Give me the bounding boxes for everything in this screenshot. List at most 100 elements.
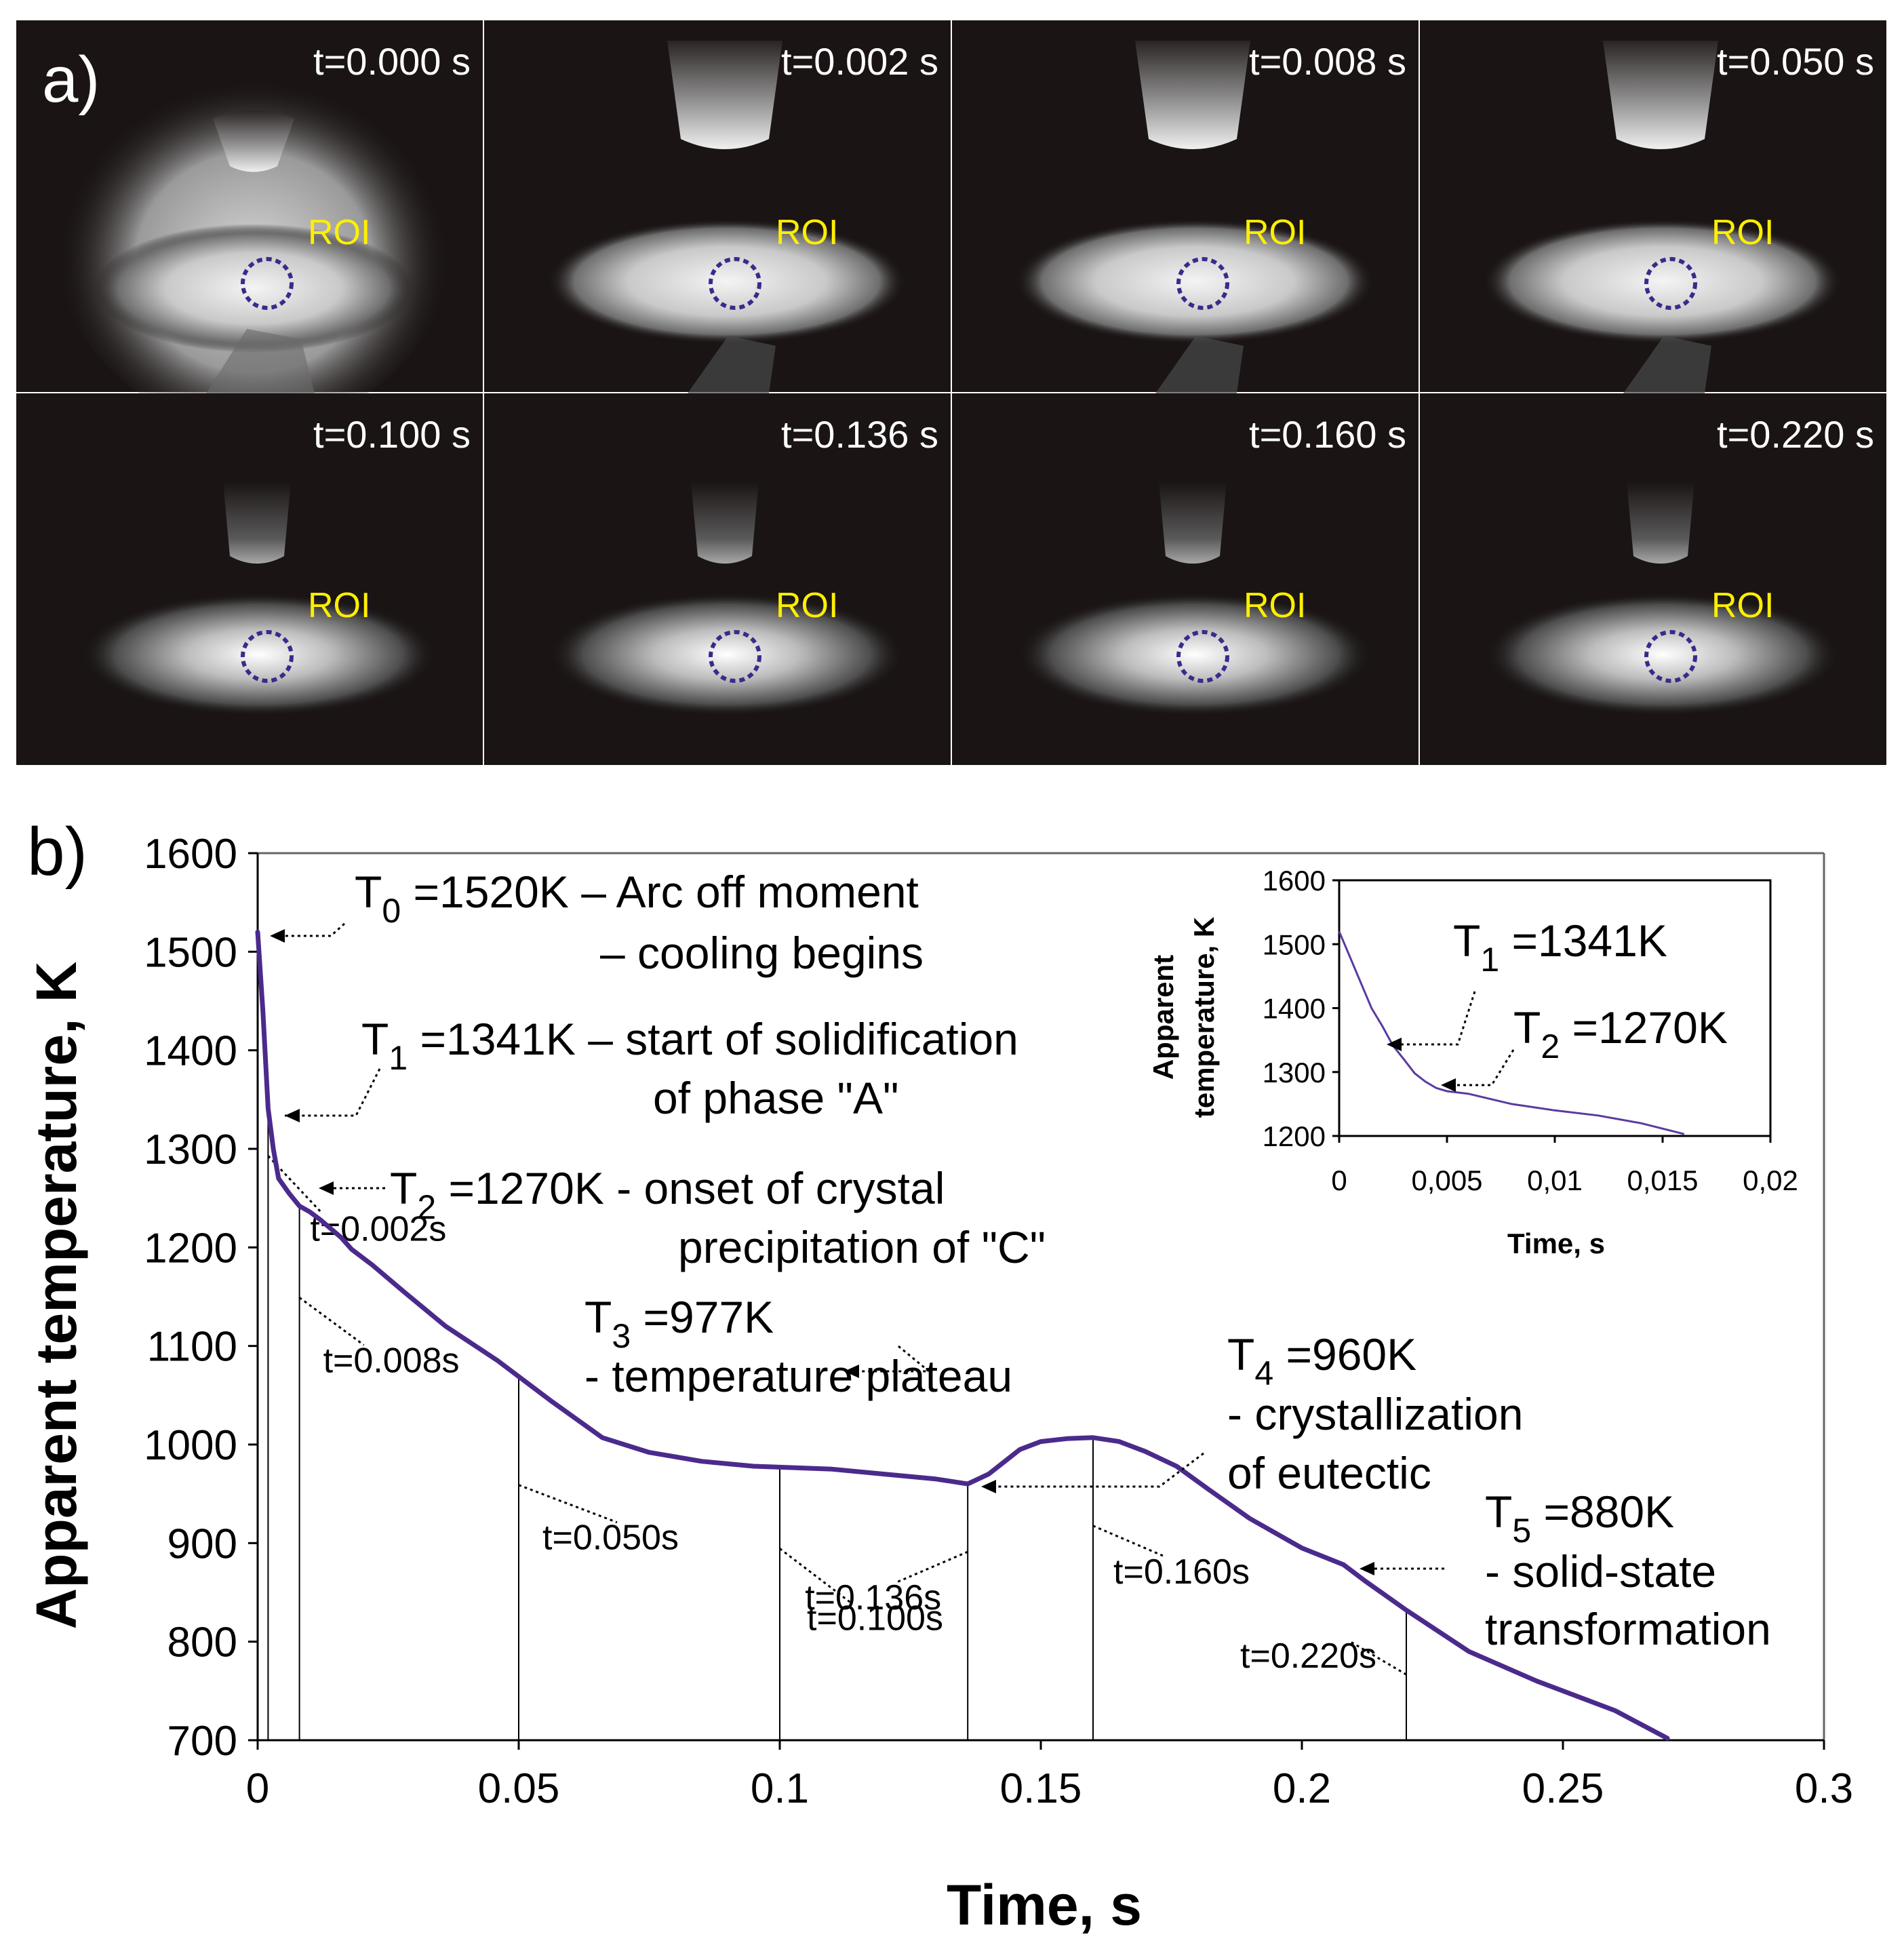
roi-circle bbox=[709, 257, 761, 310]
melt-pool bbox=[1483, 592, 1842, 717]
x-tick-label: 0.1 bbox=[751, 1765, 809, 1812]
inset-series-group bbox=[1338, 930, 1685, 1135]
t5-arrowhead bbox=[1360, 1562, 1374, 1575]
t4-leader bbox=[985, 1452, 1204, 1488]
x-axis-ticks: 0 0.05 0.1 0.15 0.2 0.25 0.3 bbox=[246, 1740, 1853, 1812]
t1-line1: =1341K – start of solidification bbox=[408, 1014, 1018, 1064]
electrode-tip bbox=[1627, 482, 1694, 564]
t2-symbol: T bbox=[390, 1163, 417, 1213]
inset-t1-subscript: 1 bbox=[1480, 941, 1499, 979]
time-marker-leader bbox=[896, 1550, 968, 1584]
annotation-t5: T5 =880K - solid-state transformation bbox=[1485, 1487, 1771, 1654]
frame-6: ROI t=0.160 s bbox=[952, 393, 1419, 765]
melt-pool bbox=[1015, 592, 1374, 717]
frame-0: ROI t=0.000 s bbox=[16, 20, 483, 427]
inset-y-tick-label: 1400 bbox=[1263, 993, 1326, 1025]
t0-subscript: 0 bbox=[382, 892, 401, 930]
inset-t2-leader bbox=[1448, 1049, 1515, 1086]
inset-x-tick-label: 0,02 bbox=[1743, 1164, 1798, 1196]
frame-time-label: t=0.136 s bbox=[781, 413, 938, 456]
t1-subscript: 1 bbox=[389, 1039, 408, 1077]
melt-pool bbox=[1015, 219, 1374, 344]
inset-plot-area bbox=[1338, 879, 1772, 1137]
time-marker-label: t=0.220s bbox=[1240, 1636, 1376, 1676]
roi-circle bbox=[241, 257, 294, 310]
time-marker-leader bbox=[298, 1297, 365, 1346]
x-tick-label: 0.3 bbox=[1795, 1765, 1853, 1812]
roi-circle bbox=[1176, 630, 1229, 683]
y-tick-label: 1500 bbox=[144, 929, 237, 976]
inset-t1-line1: =1341K bbox=[1499, 916, 1667, 966]
roi-label: ROI bbox=[1711, 586, 1774, 625]
frame-time-label: t=0.008 s bbox=[1249, 40, 1406, 83]
t2-line1: =1270K - onset of crystal bbox=[436, 1163, 945, 1213]
y-tick-label: 700 bbox=[167, 1718, 237, 1765]
annotation-leaders bbox=[270, 922, 1444, 1570]
electrode-tip bbox=[691, 482, 759, 564]
inset-annotation-t1: T1 =1341K bbox=[1453, 916, 1667, 979]
inset-t1-leader bbox=[1400, 991, 1476, 1046]
melt-pool bbox=[79, 592, 439, 717]
roi-circle bbox=[1644, 257, 1697, 310]
frame-time-label: t=0.160 s bbox=[1249, 413, 1406, 456]
inset-y-axis-title-line2: temperature, K bbox=[1188, 917, 1220, 1118]
frame-7: ROI t=0.220 s bbox=[1420, 393, 1886, 765]
t4-symbol: T bbox=[1227, 1329, 1254, 1379]
inset-y-axis-title-line1: Apparent bbox=[1147, 955, 1179, 1080]
y-axis-title: Apparent temperature, K bbox=[24, 962, 88, 1630]
t0-symbol: T bbox=[355, 867, 382, 917]
t4-line1: =960K bbox=[1273, 1329, 1416, 1379]
t2-arrowhead bbox=[319, 1181, 334, 1195]
t3-subscript: 3 bbox=[612, 1317, 631, 1355]
annotation-t2: T2 =1270K - onset of crystal precipitati… bbox=[390, 1163, 1046, 1272]
annotation-t1: T1 =1341K – start of solidification of p… bbox=[361, 1014, 1018, 1123]
y-tick-label: 1600 bbox=[144, 831, 237, 878]
annotation-t3: T3 =977K - temperature plateau bbox=[584, 1292, 1012, 1401]
t2-subscript: 2 bbox=[417, 1188, 436, 1226]
annotation-t0: T0 =1520K – Arc off moment – cooling beg… bbox=[355, 867, 924, 978]
t3-arrowhead bbox=[844, 1365, 859, 1378]
panel-a: ROI t=0.000 s ROI t=0.002 s ROI t=0.008 s ROI t… bbox=[15, 19, 1890, 768]
roi-circle bbox=[1644, 630, 1697, 683]
t1-line2: of phase "A" bbox=[653, 1073, 898, 1123]
t5-line3: transformation bbox=[1485, 1604, 1771, 1654]
svg-text:T3 =977K: T3 =977K bbox=[584, 1292, 774, 1355]
time-marker-label: t=0.136s bbox=[805, 1578, 941, 1617]
time-marker-label: t=0.100s bbox=[807, 1598, 943, 1638]
time-marker-leader bbox=[1092, 1525, 1165, 1558]
roi-label: ROI bbox=[776, 213, 838, 252]
annotation-arrowheads bbox=[270, 929, 1374, 1575]
y-axis-ticks: 700 800 900 1000 1100 1200 1300 1400 1500 1600 bbox=[144, 831, 258, 1765]
inset-x-tick-label: 0,015 bbox=[1627, 1164, 1698, 1196]
inset-chart: 1200 1300 1400 1500 1600 0 0,005 0,01 0,015 0,02… bbox=[1147, 865, 1798, 1259]
annotation-t4: T4 =960K - crystallization of eutectic bbox=[1227, 1329, 1523, 1498]
electrode-tip bbox=[213, 110, 294, 172]
t1-arrowhead bbox=[285, 1109, 300, 1122]
t4-line2: - crystallization bbox=[1227, 1389, 1523, 1439]
time-marker-leader bbox=[1348, 1639, 1407, 1676]
frame-3: ROI t=0.050 s bbox=[1420, 20, 1886, 393]
melt-pool bbox=[547, 219, 907, 344]
roi-label: ROI bbox=[1711, 213, 1774, 252]
panel-a-label: a) bbox=[42, 43, 100, 116]
t5-line1: =880K bbox=[1531, 1487, 1674, 1537]
frame-5: ROI t=0.136 s bbox=[484, 393, 951, 765]
t1-symbol: T bbox=[361, 1014, 389, 1064]
x-tick-label: 0.2 bbox=[1273, 1765, 1331, 1812]
frame-1: ROI t=0.002 s bbox=[484, 20, 951, 393]
melt-pool bbox=[1483, 219, 1842, 344]
frame-time-label: t=0.000 s bbox=[313, 40, 471, 83]
panel-b-label: b) bbox=[27, 814, 87, 890]
electrode-tip bbox=[1603, 41, 1718, 149]
svg-text:T2 =1270K - onset of crystal: T2 =1270K - onset of crystal bbox=[390, 1163, 945, 1226]
inset-leaders bbox=[1400, 991, 1515, 1086]
inset-y-tick-label: 1600 bbox=[1263, 865, 1326, 897]
inset-y-tick-label: 1500 bbox=[1263, 928, 1326, 960]
series-group bbox=[255, 929, 1670, 1741]
roi-label: ROI bbox=[308, 213, 370, 252]
inset-y-axis-ticks: 1200 1300 1400 1500 1600 bbox=[1263, 865, 1339, 1152]
t3-leader bbox=[848, 1345, 932, 1373]
svg-text:T4 =960K: T4 =960K bbox=[1227, 1329, 1416, 1392]
t3-line1: =977K bbox=[631, 1292, 774, 1342]
inset-x-axis-ticks: 0 0,005 0,01 0,015 0,02 bbox=[1331, 1136, 1798, 1196]
